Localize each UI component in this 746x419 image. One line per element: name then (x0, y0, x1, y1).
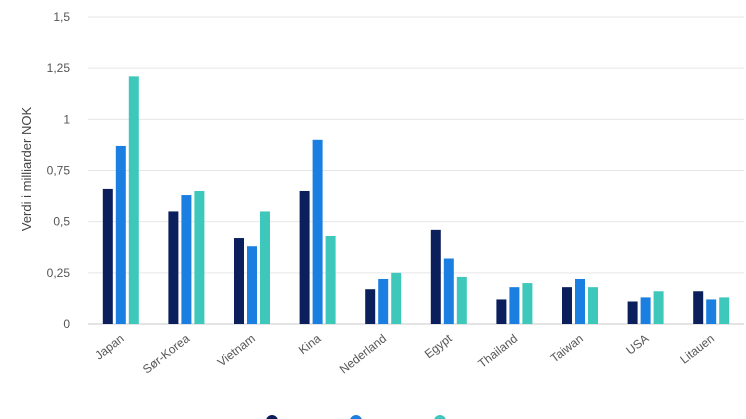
x-category-label: Egypt (422, 331, 455, 361)
bar-egypt-series-1 (430, 229, 441, 324)
bar-nederland-series-3 (391, 272, 402, 324)
bar-usa-series-1 (627, 301, 638, 324)
bar-japan-series-2 (115, 145, 126, 324)
x-category-label: Taiwan (548, 331, 586, 365)
bar-vietnam-series-3 (260, 211, 270, 324)
bar-s-r-korea-series-3 (194, 190, 205, 324)
bar-egypt-series-2 (443, 258, 454, 324)
y-tick-label: 0,25 (47, 266, 71, 280)
bar-s-r-korea-series-2 (181, 195, 192, 324)
bar-egypt-series-3 (456, 276, 467, 324)
x-category-label: USA (623, 331, 651, 357)
bar-japan-series-1 (102, 188, 113, 324)
y-tick-label: 0 (63, 317, 70, 331)
y-tick-label: 0,5 (53, 215, 70, 229)
bar-thailand-series-1 (496, 299, 507, 324)
x-category-label: Sør-Korea (140, 331, 192, 376)
bar-taiwan-series-2 (575, 278, 585, 324)
bar-taiwan-series-3 (588, 287, 598, 324)
y-tick-label: 1,5 (53, 10, 70, 24)
bar-usa-series-2 (640, 297, 651, 324)
bar-litauen-series-2 (706, 299, 717, 324)
y-tick-label: 1 (63, 112, 70, 126)
legend-marker (266, 415, 278, 419)
x-category-label: Vietnam (215, 331, 258, 369)
y-axis-label: Verdi i milliarder NOK (19, 107, 34, 232)
bar-litauen-series-3 (719, 297, 730, 324)
x-category-label: Kina (296, 331, 324, 357)
bar-nederland-series-2 (378, 278, 389, 324)
y-tick-label: 0,75 (47, 164, 71, 178)
x-category-label: Japan (92, 331, 126, 362)
bar-kina-series-3 (325, 235, 336, 324)
y-tick-labels: 0 0,25 0,5 0,75 1 1,25 1,5 (47, 10, 71, 331)
legend-marker (434, 415, 446, 419)
bar-taiwan-series-1 (562, 287, 572, 324)
bar-nederland-series-1 (365, 289, 376, 324)
bar-thailand-series-2 (509, 287, 520, 324)
legend-marker (350, 415, 362, 419)
bar-vietnam-series-1 (234, 238, 244, 324)
legend (266, 415, 446, 419)
x-category-label: Nederland (337, 331, 389, 376)
bar-thailand-series-3 (522, 283, 533, 324)
y-tick-label: 1,25 (47, 61, 71, 75)
x-category-label: Thailand (475, 331, 520, 370)
bars (102, 76, 730, 324)
bar-litauen-series-1 (693, 291, 704, 324)
x-category-labels: Japan Sør-Korea Vietnam Kina Nederland Egypt T… (92, 331, 717, 377)
bar-kina-series-2 (312, 139, 323, 324)
bar-kina-series-1 (299, 190, 310, 324)
x-category-label: Litauen (677, 331, 717, 366)
bar-japan-series-3 (128, 76, 139, 324)
bar-s-r-korea-series-1 (168, 211, 179, 324)
bar-usa-series-3 (653, 291, 664, 324)
bar-vietnam-series-2 (247, 246, 257, 324)
